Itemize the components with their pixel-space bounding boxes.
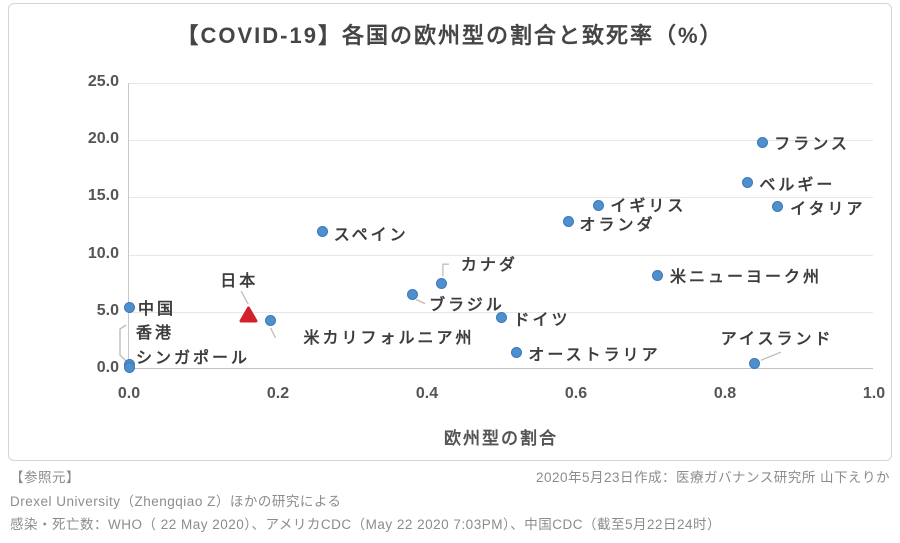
data-point-label: ブラジル — [429, 296, 505, 314]
gridline — [129, 197, 873, 199]
x-tick-label: 0.6 — [564, 385, 588, 402]
data-point-label: 米ニューヨーク州 — [669, 269, 822, 287]
data-point-label: アイスランド — [720, 331, 834, 349]
chart-box: 【COVID-19】各国の欧州型の割合と致死率（%） 致死率（%） 欧州型の割合… — [8, 3, 892, 461]
data-point-label: フランス — [774, 136, 850, 154]
data-point-label: カナダ — [460, 257, 518, 275]
y-tick-label: 20.0 — [87, 130, 119, 148]
data-point — [265, 315, 277, 327]
gridline — [129, 140, 873, 142]
data-point-label: ドイツ — [513, 311, 571, 329]
x-tick-label: 1.0 — [862, 385, 886, 402]
data-point — [771, 201, 783, 213]
data-point-label: ベルギー — [759, 176, 836, 194]
data-point — [563, 215, 575, 227]
data-point — [436, 277, 448, 289]
data-point-label: 日本 — [220, 273, 259, 291]
data-point — [317, 226, 329, 238]
footer-source-study: Drexel University（Zhengqiao Z）ほかの研究による — [10, 494, 342, 509]
data-point — [496, 312, 507, 324]
data-point — [123, 362, 135, 374]
footer-created-by: 2020年5月23日作成：医療ガバナンス研究所 山下えりか — [535, 470, 890, 485]
footer-source-counts: 感染・死亡数：WHO（ 22 May 2020）、アメリカCDC（May 22 … — [10, 517, 721, 532]
plot-area: 欧州型の割合 0.0 5.0 10.0 15.0 20.0 25.0 0.0 0.2 0.4 0.… — [88, 73, 885, 448]
gridline — [129, 254, 873, 256]
leader-line — [240, 290, 249, 305]
data-point — [406, 289, 418, 301]
data-point — [756, 136, 768, 148]
footer-row-1: 【参照元】 2020年5月23日作成：医療ガバナンス研究所 山下えりか — [10, 466, 890, 486]
leader-line — [269, 327, 277, 339]
x-tick-label: 0.0 — [117, 385, 141, 402]
x-tick-label: 0.2 — [266, 385, 290, 402]
data-point-label: オーストラリア — [528, 346, 661, 364]
x-tick-label: 0.4 — [415, 385, 439, 402]
data-point — [749, 357, 761, 369]
x-axis-title: 欧州型の割合 — [444, 429, 558, 448]
data-point — [123, 301, 135, 313]
data-point-label: 香港 — [136, 325, 175, 343]
data-point-triangle — [239, 306, 258, 323]
y-tick-label: 25.0 — [87, 73, 119, 90]
y-tick-label: 15.0 — [87, 187, 119, 205]
data-point-label: イギリス — [610, 198, 687, 216]
data-point-label: オランダ — [579, 217, 656, 235]
leader-line — [415, 299, 426, 305]
data-point — [741, 177, 753, 189]
y-tick-label: 10.0 — [87, 244, 119, 262]
footer-reference-header: 【参照元】 — [10, 470, 80, 485]
data-point — [652, 269, 664, 281]
data-point — [510, 347, 522, 359]
data-point-label: シンガポール — [136, 349, 251, 367]
data-point — [592, 199, 604, 211]
data-point-label: スペイン — [333, 226, 409, 244]
data-point-label: 米カリフォルニア州 — [303, 329, 475, 347]
x-tick-label: 0.8 — [713, 385, 737, 402]
y-tick-label: 5.0 — [96, 301, 119, 319]
leader-line — [760, 351, 782, 361]
gridline — [129, 83, 873, 84]
chart-title: 【COVID-19】各国の欧州型の割合と致死率（%） — [176, 23, 724, 48]
leader-line — [442, 263, 449, 277]
data-point-label: 中国 — [138, 301, 177, 319]
data-point-label: イタリア — [790, 200, 866, 218]
y-tick-label: 0.0 — [96, 359, 119, 376]
